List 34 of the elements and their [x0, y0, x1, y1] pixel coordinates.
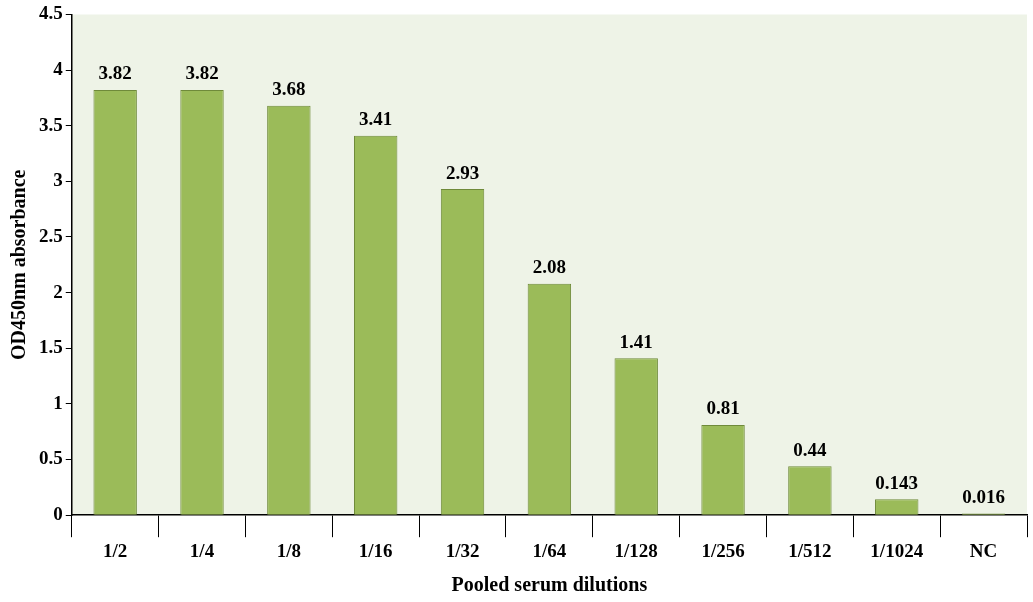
- data-label: 0.143: [875, 471, 919, 493]
- y-tick-label: 3.5: [39, 113, 63, 135]
- x-tick-label: NC: [969, 539, 998, 561]
- y-tick-label: 1.5: [39, 336, 63, 358]
- data-label: 0.81: [706, 397, 740, 419]
- x-tick-label: 1/2: [103, 539, 128, 561]
- x-tick-label: 1/512: [788, 539, 832, 561]
- y-tick-label: 1: [53, 391, 63, 413]
- y-tick-label: 4.5: [39, 2, 63, 24]
- data-label: 2.93: [445, 161, 480, 183]
- x-tick-label: 1/64: [532, 539, 567, 561]
- y-tick-label: 3: [53, 169, 63, 191]
- data-label: 3.41: [359, 108, 393, 130]
- y-tick-label: 4: [53, 57, 64, 79]
- data-label: 0.44: [793, 438, 828, 460]
- x-axis-title: Pooled serum dilutions: [451, 573, 648, 596]
- y-tick-label: 0.5: [39, 447, 63, 469]
- y-tick-label: 2.5: [39, 224, 63, 246]
- x-tick-label: 1/128: [614, 539, 658, 561]
- data-label: 3.82: [185, 62, 219, 84]
- y-axis-title: OD450nm absorbance: [7, 169, 30, 361]
- data-label: 3.68: [272, 78, 306, 100]
- data-label: 3.82: [98, 62, 132, 84]
- y-tick-label: 2: [53, 280, 63, 302]
- x-tick-label: 1/1024: [870, 539, 924, 561]
- data-label: 2.08: [532, 256, 566, 278]
- data-label: 1.41: [619, 330, 653, 352]
- x-tick-label: 1/16: [358, 539, 393, 561]
- x-tick-label: 1/256: [701, 539, 745, 561]
- x-tick-label: 1/4: [189, 539, 215, 561]
- x-tick-label: 1/32: [445, 539, 480, 561]
- data-label: 0.016: [962, 485, 1005, 507]
- x-tick-label: 1/8: [276, 539, 301, 561]
- y-tick-label: 0: [53, 503, 63, 525]
